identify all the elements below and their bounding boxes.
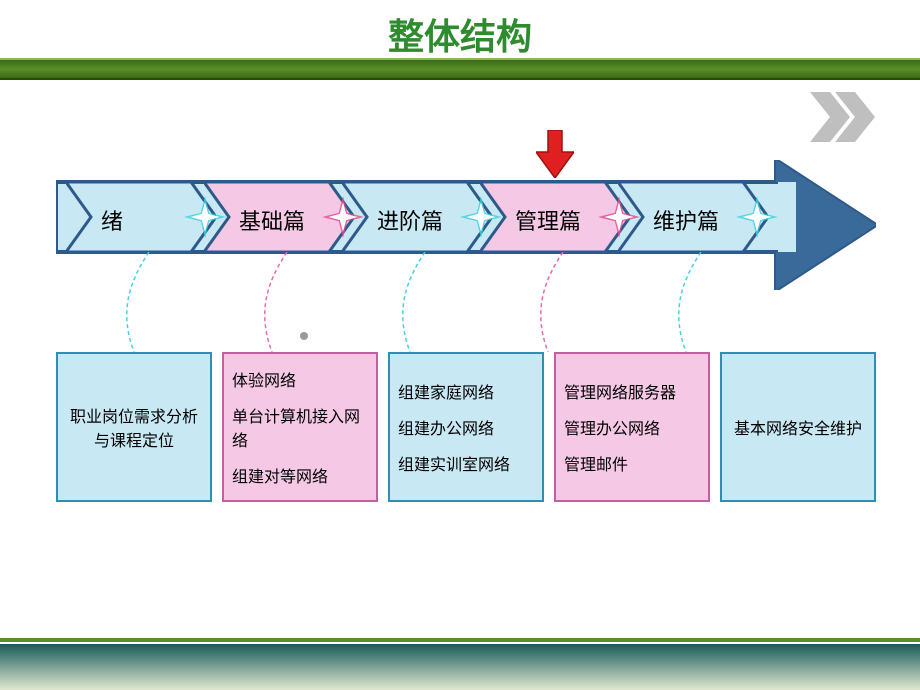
star-icon xyxy=(184,196,226,238)
content-box-item: 组建实训室网络 xyxy=(398,451,534,475)
stage-label: 基础篇 xyxy=(239,204,305,236)
connector-line xyxy=(109,252,189,354)
stage-label: 进阶篇 xyxy=(377,204,443,236)
star-icon xyxy=(736,196,778,238)
callout-arrow-icon xyxy=(536,130,574,178)
star-icon xyxy=(460,196,502,238)
content-box: 体验网络单台计算机接入网络组建对等网络 xyxy=(222,352,378,502)
content-box-item: 管理办公网络 xyxy=(564,415,700,439)
content-box-item: 单台计算机接入网络 xyxy=(232,403,368,451)
stage-label: 管理篇 xyxy=(515,204,581,236)
connector-line xyxy=(385,252,465,354)
content-box-item: 组建办公网络 xyxy=(398,415,534,439)
star-icon xyxy=(598,196,640,238)
content-box: 组建家庭网络组建办公网络组建实训室网络 xyxy=(388,352,544,502)
connector-line xyxy=(247,252,327,354)
content-box-item: 基本网络安全维护 xyxy=(730,415,866,439)
title-text: 整体结构 xyxy=(388,16,532,57)
content-box-item: 组建家庭网络 xyxy=(398,379,534,403)
content-boxes: 职业岗位需求分析与课程定位体验网络单台计算机接入网络组建对等网络组建家庭网络组建… xyxy=(56,352,876,502)
page-title: 整体结构 xyxy=(0,0,920,60)
content-box-item: 组建对等网络 xyxy=(232,463,368,487)
star-icon xyxy=(322,196,364,238)
content-box: 职业岗位需求分析与课程定位 xyxy=(56,352,212,502)
stage-label: 维护篇 xyxy=(653,204,719,236)
content-box-item: 管理网络服务器 xyxy=(564,379,700,403)
content-box-item: 职业岗位需求分析与课程定位 xyxy=(66,403,202,451)
content-box-item: 管理邮件 xyxy=(564,451,700,475)
connector-line xyxy=(523,252,603,354)
content-box: 基本网络安全维护 xyxy=(720,352,876,502)
content-box-item: 体验网络 xyxy=(232,367,368,391)
header-green-band xyxy=(0,58,920,80)
content-box: 管理网络服务器管理办公网络管理邮件 xyxy=(554,352,710,502)
bullet-marker xyxy=(300,332,308,340)
connector-line xyxy=(661,252,741,354)
footer-band xyxy=(0,630,920,690)
stage-label: 绪 xyxy=(101,204,123,236)
arrow-diagram: 绪 基础篇 进阶篇 管理篇 维护篇 xyxy=(56,160,876,290)
header-chevrons-icon xyxy=(810,92,890,142)
